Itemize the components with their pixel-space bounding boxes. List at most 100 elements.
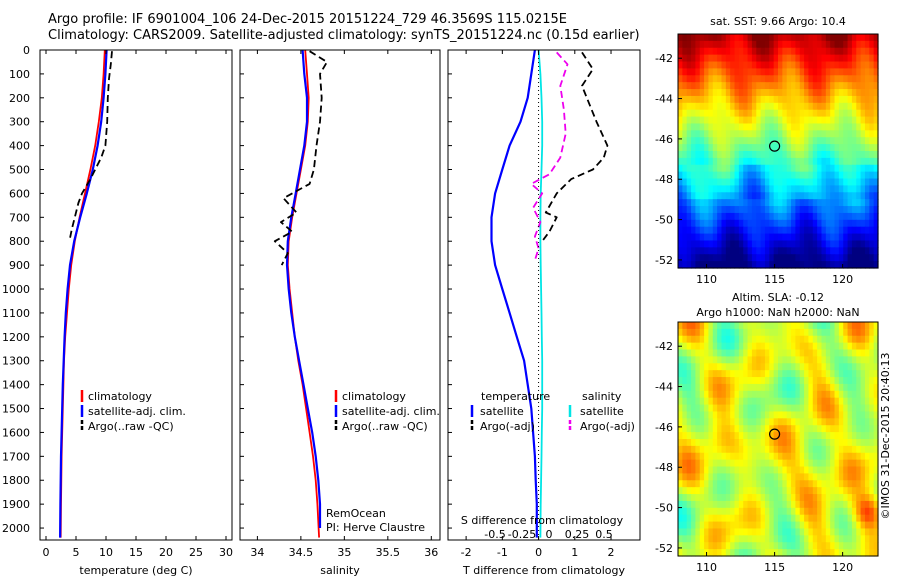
map-cell	[747, 95, 753, 104]
map-cell	[791, 535, 796, 543]
map-cell	[825, 459, 831, 468]
map-cell	[769, 500, 775, 509]
map-cell	[873, 219, 879, 228]
map-cell	[756, 178, 762, 187]
map-cell	[821, 507, 827, 516]
map-cell	[699, 137, 705, 145]
map-cell	[873, 212, 879, 221]
map-cell	[851, 535, 857, 543]
map-cell	[769, 68, 775, 76]
map-cell	[851, 144, 857, 152]
map-cell	[691, 137, 696, 145]
map-cell	[782, 335, 788, 344]
map-cell	[804, 95, 810, 104]
map-cell	[682, 459, 688, 468]
map-cell	[856, 178, 862, 187]
map-cell	[691, 261, 696, 269]
map-cell	[764, 535, 770, 543]
map-cell	[834, 335, 840, 344]
map-cell	[791, 445, 796, 454]
map-cell	[799, 418, 805, 426]
map-cell	[786, 363, 792, 371]
map-cell	[786, 418, 792, 426]
map-cell	[864, 439, 870, 447]
map-cell	[851, 487, 857, 495]
map-cell	[786, 377, 792, 385]
map-cell	[873, 542, 879, 550]
map-cell	[838, 418, 844, 426]
map-cell	[734, 342, 740, 351]
map-cell	[769, 542, 775, 550]
map-cell	[778, 171, 783, 180]
map-cell	[830, 54, 836, 63]
map-cell	[864, 102, 870, 111]
map-cell	[747, 335, 753, 344]
map-cell	[808, 459, 814, 468]
map-cell	[751, 494, 757, 502]
map-cell	[699, 363, 705, 371]
map-cell	[804, 528, 810, 536]
map-cell	[717, 34, 723, 42]
map-cell	[799, 377, 805, 385]
map-cell	[786, 185, 792, 193]
map-cell	[812, 171, 818, 180]
map-cell	[730, 452, 736, 461]
map-cell	[760, 82, 766, 90]
map-cell	[760, 34, 766, 42]
map-cell	[830, 514, 836, 523]
map-cell	[699, 542, 705, 550]
map-cell	[743, 514, 749, 523]
map-cell	[851, 370, 857, 378]
map-cell	[721, 54, 727, 63]
map-cell	[864, 363, 870, 371]
map-cell	[678, 349, 683, 358]
map-cell	[721, 116, 727, 125]
map-cell	[773, 335, 779, 344]
map-cell	[730, 411, 736, 419]
map-cell	[838, 390, 844, 399]
map-cell	[747, 226, 753, 235]
map-cell	[834, 322, 840, 330]
map-cell	[838, 68, 844, 76]
map-cell	[830, 144, 836, 152]
map-cell	[695, 377, 701, 385]
map-cell	[821, 109, 827, 118]
map-cell	[717, 130, 723, 138]
map-cell	[843, 54, 849, 63]
map-cell	[686, 452, 692, 461]
map-cell	[712, 418, 718, 426]
map-cell	[712, 383, 718, 392]
map-cell	[760, 473, 766, 481]
map-cell	[734, 356, 740, 364]
map-cell	[743, 178, 749, 187]
map-cell	[795, 549, 801, 557]
y-tick-label: 500	[9, 164, 30, 177]
map-y-tick-label-sst-map: -50	[655, 214, 673, 227]
map-cell	[695, 432, 701, 440]
map-cell	[682, 528, 688, 536]
map-cell	[721, 349, 727, 358]
map-cell	[786, 549, 792, 557]
map-cell	[704, 226, 710, 235]
map-cell	[751, 411, 757, 419]
map-cell	[769, 535, 775, 543]
map-cell	[873, 383, 879, 392]
map-cell	[751, 254, 757, 262]
map-cell	[847, 439, 853, 447]
map-cell	[799, 123, 805, 131]
map-cell	[782, 130, 788, 138]
map-cell	[860, 425, 866, 433]
map-cell	[847, 261, 853, 269]
map-cell	[812, 164, 818, 173]
map-cell	[856, 404, 862, 413]
map-cell	[769, 109, 775, 118]
map-cell	[682, 89, 688, 97]
map-cell	[773, 390, 779, 399]
map-cell	[725, 95, 731, 104]
map-cell	[743, 54, 749, 63]
map-cell	[869, 549, 875, 557]
map-cell	[764, 494, 770, 502]
map-cell	[791, 390, 796, 399]
map-cell	[747, 342, 753, 351]
map-cell	[834, 178, 840, 187]
